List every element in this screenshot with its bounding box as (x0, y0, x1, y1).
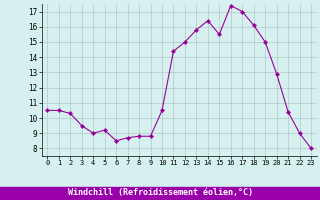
Text: Windchill (Refroidissement éolien,°C): Windchill (Refroidissement éolien,°C) (68, 188, 252, 196)
